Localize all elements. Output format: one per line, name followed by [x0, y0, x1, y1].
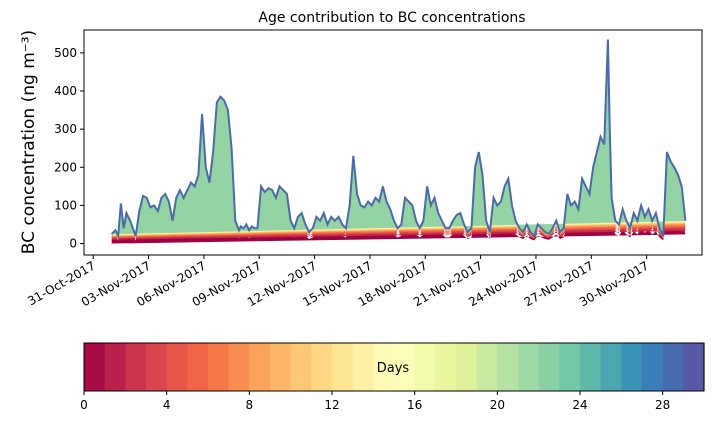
- age-band-22: [111, 41, 686, 237]
- y-tick-label: 500: [54, 46, 77, 60]
- age-contribution-bands: [111, 41, 686, 244]
- colorbar-segment: [559, 343, 581, 391]
- colorbar-ticks: 0 4 8 12 16 20 24 28: [80, 391, 670, 412]
- colorbar-label: Days: [377, 361, 410, 376]
- total-bc-line: [110, 39, 687, 240]
- colorbar-segment: [642, 343, 664, 391]
- colorbar-segment: [104, 343, 126, 391]
- colorbar-segment: [476, 343, 498, 391]
- colorbar-segment: [84, 343, 106, 391]
- colorbar-segment: [125, 343, 147, 391]
- colorbar-segment: [166, 343, 188, 391]
- colorbar-segment: [518, 343, 540, 391]
- colorbar-tick-label: 20: [490, 398, 505, 412]
- colorbar-segment: [290, 343, 312, 391]
- colorbar-tick-label: 4: [163, 398, 171, 412]
- colorbar-segment: [414, 343, 436, 391]
- y-tick-label: 300: [54, 122, 77, 136]
- colorbar-segment: [332, 343, 354, 391]
- colorbar-segment: [311, 343, 333, 391]
- plot-frame: [83, 29, 703, 256]
- colorbar-segment: [394, 343, 416, 391]
- colorbar: [84, 343, 705, 391]
- y-tick-label: 100: [54, 198, 77, 212]
- colorbar-segment: [456, 343, 478, 391]
- colorbar-segment: [621, 343, 643, 391]
- y-axis: 0 100 200 300 400 500: [54, 46, 84, 251]
- colorbar-segment: [373, 343, 395, 391]
- colorbar-tick-label: 8: [246, 398, 254, 412]
- y-tick-label: 0: [69, 237, 77, 251]
- colorbar-segment: [662, 343, 684, 391]
- colorbar-segment: [497, 343, 519, 391]
- colorbar-tick-label: 16: [407, 398, 422, 412]
- colorbar-tick-label: 24: [572, 398, 587, 412]
- colorbar-tick-label: 12: [324, 398, 339, 412]
- colorbar-segment: [580, 343, 602, 391]
- colorbar-segment: [435, 343, 457, 391]
- colorbar-frame: [83, 342, 705, 392]
- colorbar-segment: [683, 343, 705, 391]
- colorbar-segment: [270, 343, 292, 391]
- colorbar-segment: [146, 343, 168, 391]
- colorbar-segment: [352, 343, 374, 391]
- chart-title: Age contribution to BC concentrations: [258, 10, 525, 26]
- colorbar-tick-label: 28: [655, 398, 670, 412]
- colorbar-tick-label: 0: [80, 398, 88, 412]
- colorbar-segment: [538, 343, 560, 391]
- colorbar-segment: [600, 343, 622, 391]
- y-axis-label: BC concentration (ng m⁻³): [19, 30, 39, 254]
- colorbar-segment: [208, 343, 230, 391]
- colorbar-segment: [228, 343, 250, 391]
- colorbar-segment: [249, 343, 271, 391]
- y-tick-label: 400: [54, 84, 77, 98]
- y-tick-label: 200: [54, 160, 77, 174]
- colorbar-segment: [187, 343, 209, 391]
